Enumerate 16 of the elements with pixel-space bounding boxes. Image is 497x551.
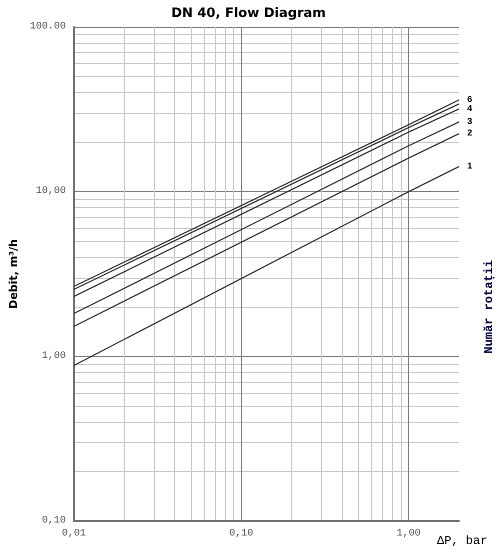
- y-tick-label: 10,00: [36, 186, 66, 198]
- series-label: 4: [467, 104, 473, 114]
- y-axis-title: Debit, m³/h: [7, 239, 20, 309]
- series-label: 6: [467, 94, 472, 105]
- y-tick-label: 0,10: [42, 516, 66, 526]
- series-label: 3: [467, 116, 472, 127]
- text: Număr rotații: [482, 260, 496, 354]
- x-tick-label: 0,01: [62, 528, 86, 540]
- x-axis-title: ΔP, bar: [437, 534, 488, 548]
- x-tick-label: 1,00: [396, 528, 421, 540]
- series-label: 1: [467, 162, 473, 172]
- x-tick-label: 0,10: [229, 528, 254, 540]
- chart-title: DN 40, Flow Diagram: [171, 6, 326, 21]
- y-tick-label: 1,00: [42, 350, 66, 362]
- series-label: 2: [467, 128, 472, 139]
- y-tick-label: 100.00: [30, 22, 66, 32]
